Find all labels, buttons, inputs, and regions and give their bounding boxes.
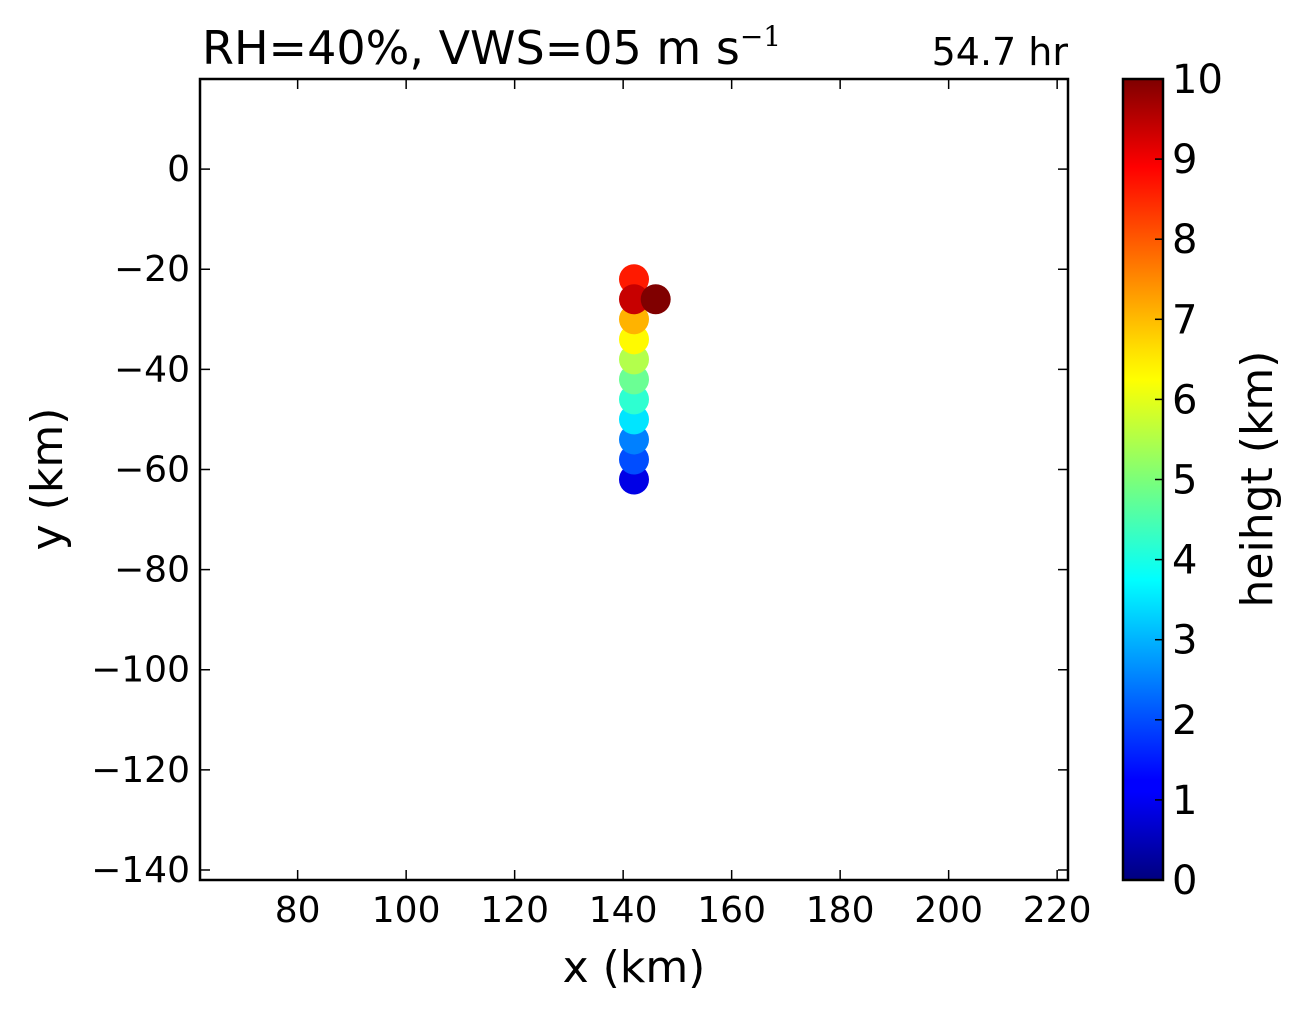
- y-tick-label: −100: [91, 650, 190, 691]
- x-tick-label: 120: [480, 890, 549, 931]
- y-tick-label: −40: [114, 349, 190, 390]
- colorbar-tick-label: 9: [1172, 137, 1197, 183]
- colorbar-label: heihgt (km): [1232, 351, 1283, 608]
- colorbar-tick-label: 2: [1172, 698, 1197, 744]
- axis-ticks: 80 100 120 140 160 180 200 220 0 −20 −40 −60 −80 −100…: [91, 79, 1092, 931]
- colorbar-tick-label: 3: [1172, 618, 1197, 664]
- x-tick-label: 160: [697, 890, 766, 931]
- colorbar-tick-label: 6: [1172, 377, 1197, 423]
- y-tick-label: 0: [167, 149, 190, 190]
- chart-title-exponent: −1: [740, 20, 781, 53]
- chart-title-main: RH=40%, VWS=05 m s: [202, 21, 740, 75]
- x-tick-label: 180: [806, 890, 875, 931]
- colorbar-tick-label: 1: [1172, 778, 1197, 824]
- x-tick-label: 200: [914, 890, 983, 931]
- colorbar-tick-label: 4: [1172, 538, 1197, 584]
- colorbar-tick-label: 0: [1172, 858, 1197, 904]
- x-tick-label: 100: [372, 890, 441, 931]
- x-axis-label: x (km): [563, 942, 706, 993]
- y-tick-label: −60: [114, 449, 190, 490]
- y-tick-label: −20: [114, 249, 190, 290]
- data-point: [619, 284, 649, 315]
- chart-title: RH=40%, VWS=05 m s−1: [202, 20, 781, 75]
- x-tick-label: 140: [589, 890, 658, 931]
- y-tick-label: −140: [91, 850, 190, 891]
- colorbar-tick-label: 8: [1172, 217, 1197, 263]
- data-points: [619, 264, 671, 495]
- colorbar-tick-label: 5: [1172, 458, 1197, 504]
- x-tick-label: 80: [275, 890, 321, 931]
- colorbar-tick-label: 7: [1172, 297, 1197, 343]
- y-tick-label: −120: [91, 750, 190, 791]
- y-tick-label: −80: [114, 550, 190, 591]
- data-point: [640, 284, 671, 315]
- x-tick-label: 220: [1023, 890, 1092, 931]
- time-label: 54.7 hr: [932, 30, 1069, 74]
- colorbar-ticks: 0 1 2 3 4 5 6 7 8 9 10: [1155, 57, 1223, 904]
- colorbar-tick-label: 10: [1172, 57, 1223, 103]
- y-axis-label: y (km): [22, 408, 73, 551]
